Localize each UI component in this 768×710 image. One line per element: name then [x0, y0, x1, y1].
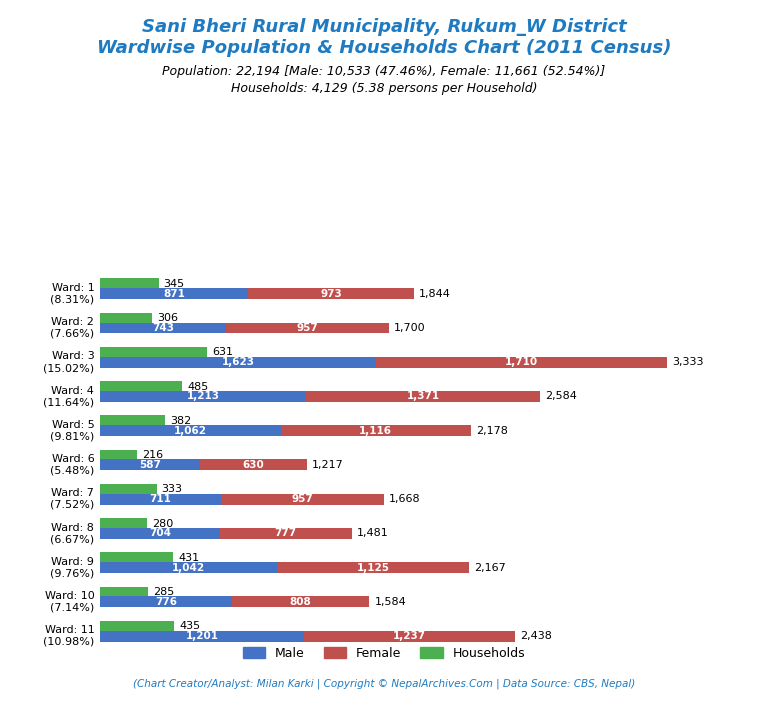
- Bar: [306, 391, 540, 402]
- Bar: [100, 415, 165, 426]
- Bar: [100, 630, 304, 642]
- Text: 345: 345: [164, 279, 185, 289]
- Bar: [100, 586, 148, 598]
- Text: 743: 743: [152, 323, 174, 333]
- Text: 1,237: 1,237: [393, 631, 426, 641]
- Bar: [100, 552, 174, 563]
- Text: 631: 631: [212, 347, 233, 357]
- Text: Households: 4,129 (5.38 persons per Household): Households: 4,129 (5.38 persons per Hous…: [230, 82, 538, 94]
- Bar: [100, 322, 227, 334]
- Text: 1,844: 1,844: [419, 289, 451, 299]
- Text: 1,710: 1,710: [505, 357, 538, 367]
- Text: 216: 216: [142, 450, 163, 460]
- Text: 2,178: 2,178: [475, 426, 508, 436]
- Bar: [100, 621, 174, 632]
- Bar: [100, 518, 147, 529]
- Text: 777: 777: [275, 528, 297, 538]
- Bar: [200, 459, 307, 471]
- Text: 2,584: 2,584: [545, 391, 577, 401]
- Text: 973: 973: [320, 289, 342, 299]
- Bar: [100, 391, 306, 402]
- Text: 485: 485: [187, 381, 209, 392]
- Text: 1,217: 1,217: [312, 460, 344, 470]
- Text: 2,167: 2,167: [474, 562, 505, 573]
- Text: 1,623: 1,623: [221, 357, 254, 367]
- Text: 1,371: 1,371: [406, 391, 439, 401]
- Text: 1,116: 1,116: [359, 426, 392, 436]
- Bar: [227, 322, 389, 334]
- Text: 957: 957: [297, 323, 319, 333]
- Bar: [280, 425, 471, 436]
- Text: (Chart Creator/Analyst: Milan Karki | Copyright © NepalArchives.Com | Data Sourc: (Chart Creator/Analyst: Milan Karki | Co…: [133, 678, 635, 689]
- Text: 808: 808: [290, 597, 312, 607]
- Bar: [100, 449, 137, 461]
- Text: 704: 704: [149, 528, 170, 538]
- Bar: [232, 596, 369, 607]
- Bar: [100, 347, 207, 358]
- Bar: [100, 425, 280, 436]
- Bar: [100, 278, 158, 290]
- Text: 1,584: 1,584: [375, 597, 406, 607]
- Text: 871: 871: [163, 289, 185, 299]
- Text: 382: 382: [170, 416, 191, 426]
- Text: Wardwise Population & Households Chart (2011 Census): Wardwise Population & Households Chart (…: [97, 39, 671, 57]
- Text: 630: 630: [243, 460, 264, 470]
- Text: 1,062: 1,062: [174, 426, 207, 436]
- Text: 1,700: 1,700: [394, 323, 426, 333]
- Text: 1,481: 1,481: [357, 528, 389, 538]
- Text: 435: 435: [179, 621, 200, 631]
- Bar: [100, 484, 157, 495]
- Text: 306: 306: [157, 313, 178, 323]
- Text: 1,213: 1,213: [187, 391, 220, 401]
- Bar: [100, 562, 277, 573]
- Text: 3,333: 3,333: [672, 357, 703, 367]
- Bar: [100, 493, 221, 505]
- Text: 1,201: 1,201: [186, 631, 219, 641]
- Bar: [376, 356, 667, 368]
- Bar: [248, 288, 414, 299]
- Bar: [277, 562, 468, 573]
- Text: 285: 285: [154, 587, 174, 597]
- Text: 1,042: 1,042: [172, 562, 205, 573]
- Text: 1,668: 1,668: [389, 494, 420, 504]
- Bar: [100, 356, 376, 368]
- Text: 431: 431: [178, 553, 200, 563]
- Text: 2,438: 2,438: [520, 631, 551, 641]
- Bar: [100, 381, 182, 392]
- Text: 280: 280: [153, 518, 174, 528]
- Bar: [100, 288, 248, 299]
- Bar: [100, 312, 152, 324]
- Bar: [100, 528, 220, 539]
- Text: 1,125: 1,125: [356, 562, 389, 573]
- Bar: [304, 630, 515, 642]
- Bar: [220, 528, 352, 539]
- Text: 711: 711: [150, 494, 171, 504]
- Text: Population: 22,194 [Male: 10,533 (47.46%), Female: 11,661 (52.54%)]: Population: 22,194 [Male: 10,533 (47.46%…: [162, 65, 606, 78]
- Bar: [221, 493, 384, 505]
- Text: 776: 776: [155, 597, 177, 607]
- Text: 957: 957: [291, 494, 313, 504]
- Text: 333: 333: [161, 484, 183, 494]
- Bar: [100, 459, 200, 471]
- Bar: [100, 596, 232, 607]
- Text: Sani Bheri Rural Municipality, Rukum_W District: Sani Bheri Rural Municipality, Rukum_W D…: [141, 18, 627, 36]
- Text: 587: 587: [139, 460, 161, 470]
- Legend: Male, Female, Households: Male, Female, Households: [237, 642, 531, 665]
